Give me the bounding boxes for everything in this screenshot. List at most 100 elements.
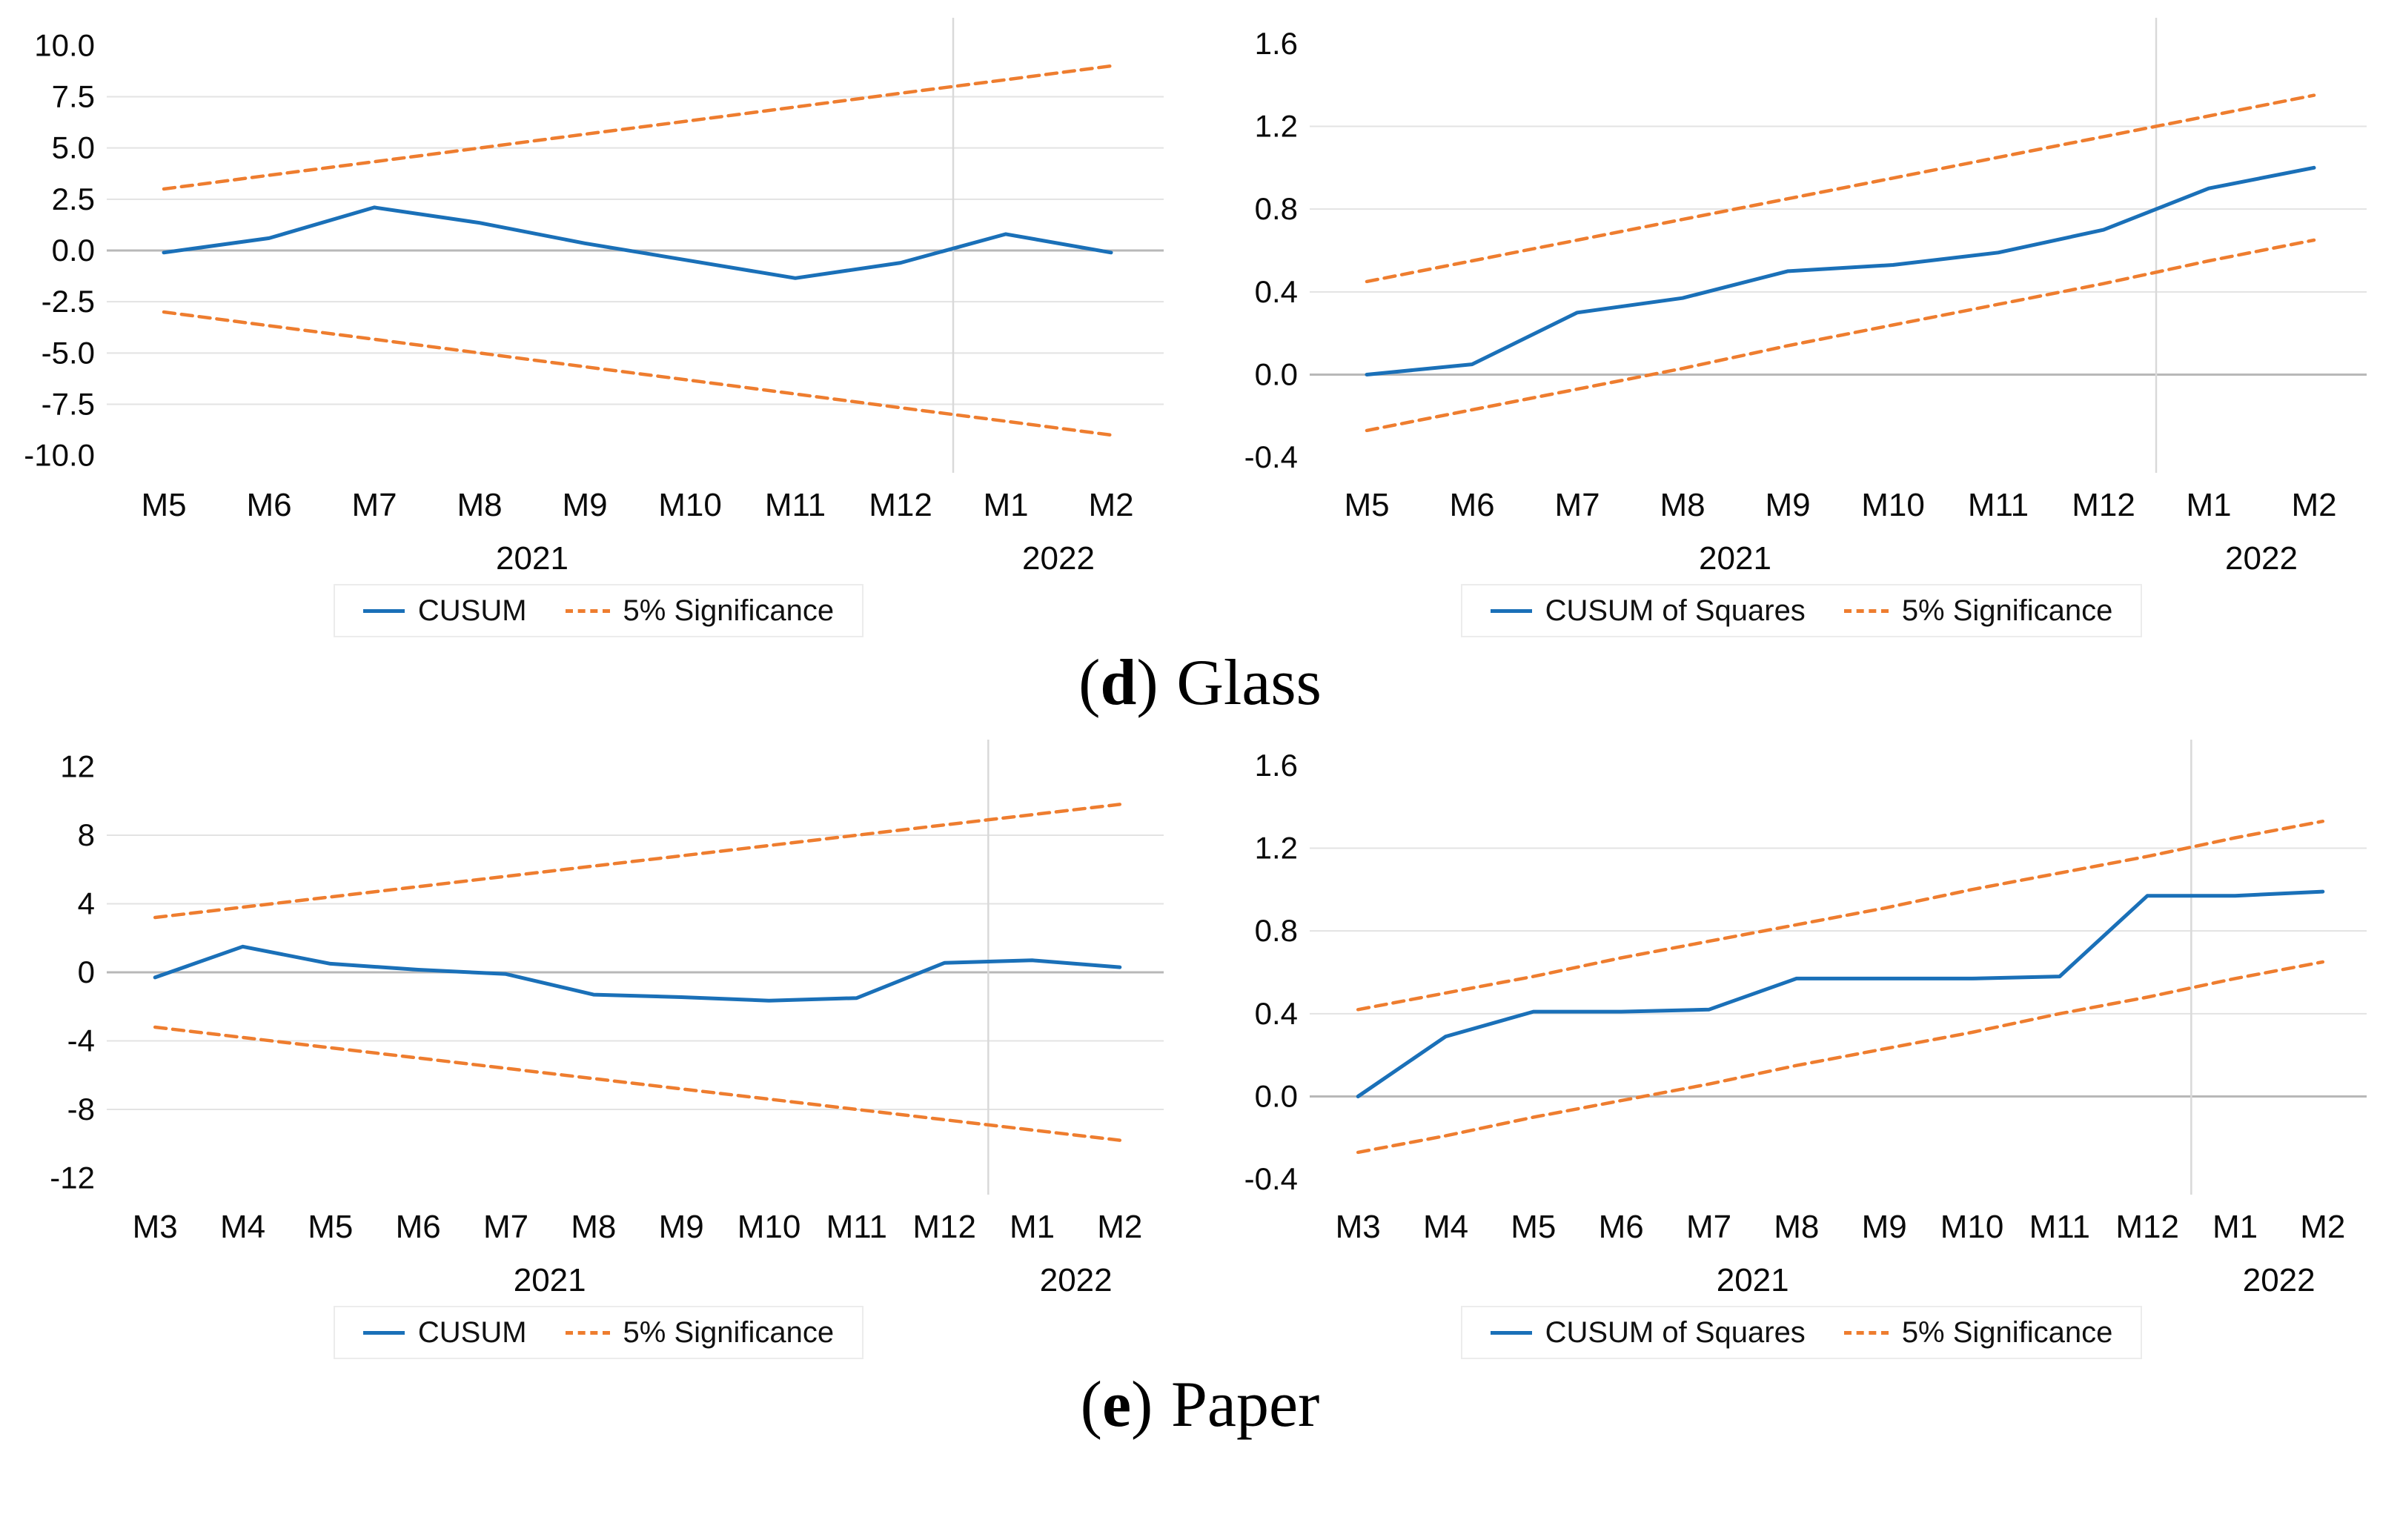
- x-tick-label: M10: [1940, 1209, 2003, 1245]
- y-tick-label: 8: [77, 817, 94, 852]
- legend-item-5-significance: 5% Significance: [1843, 1316, 2113, 1350]
- x-tick-label: M5: [308, 1209, 353, 1245]
- y-tick-label: -10.0: [24, 438, 95, 473]
- legend-label: 5% Significance: [623, 594, 835, 627]
- x-tick-label: M9: [1765, 487, 1810, 523]
- x-tick-label: M10: [1861, 487, 1925, 523]
- x-tick-label: M2: [2300, 1209, 2345, 1245]
- solid-line-swatch-icon: [362, 1330, 405, 1335]
- charts-row-glass: 10.0 7.5 5.0 2.5 0.0 -2.5 -5.0 -7.5 -10.0 M5 M6 M7 M…: [7, 9, 2393, 637]
- legend-item-cusum-of-squares: CUSUM of Squares: [1490, 594, 1806, 627]
- x-tick-label: M9: [1861, 1209, 1906, 1245]
- year-label: 2021: [496, 540, 568, 577]
- year-label: 2021: [1699, 540, 1771, 577]
- solid-line-swatch-icon: [1490, 608, 1532, 613]
- legend-label: 5% Significance: [1901, 1316, 2113, 1350]
- caption-d-glass: (d) Glass: [0, 637, 2400, 731]
- x-tick-label: M6: [395, 1209, 440, 1245]
- x-tick-label: M7: [483, 1209, 528, 1245]
- y-tick-label: 0.8: [1254, 191, 1297, 226]
- y-tick-label: 7.5: [51, 79, 94, 114]
- paper-cusum-legend: CUSUM 5% Significance: [333, 1306, 864, 1360]
- year-label: 2021: [1716, 1262, 1789, 1298]
- x-tick-label: M1: [2212, 1209, 2257, 1245]
- x-tick-label: M1: [2186, 487, 2231, 523]
- y-tick-label: 0.0: [51, 233, 94, 268]
- x-tick-label: M11: [1967, 487, 2028, 523]
- year-label: 2022: [1039, 1262, 1112, 1298]
- y-tick-label: 0.4: [1254, 274, 1297, 309]
- x-tick-label: M9: [562, 487, 607, 523]
- y-tick-label: -0.4: [1244, 1162, 1297, 1197]
- x-tick-label: M2: [1088, 487, 1133, 523]
- charts-row-paper: 12 8 4 0 -4 -8 -12 M3 M4 M5 M6 M7 M8 M9 M10 M11 M12 M1 M2 2…: [7, 731, 2393, 1360]
- x-tick-label: M7: [351, 487, 397, 523]
- chart-paper-cusum: 12 8 4 0 -4 -8 -12 M3 M4 M5 M6 M7 M8 M9 M10 M11 M12 M1 M2 2…: [7, 731, 1190, 1360]
- legend-item-cusum: CUSUM: [362, 594, 527, 627]
- x-tick-label: M11: [2029, 1209, 2089, 1245]
- x-tick-label: M12: [869, 487, 932, 523]
- chart-glass-cusum: 10.0 7.5 5.0 2.5 0.0 -2.5 -5.0 -7.5 -10.0 M5 M6 M7 M…: [7, 9, 1190, 637]
- 5-significance-lower-bound-line: [162, 310, 1113, 437]
- glass-cusum-of-squares-legend: CUSUM of Squares 5% Significance: [1460, 584, 2143, 637]
- x-tick-label: M3: [1335, 1209, 1380, 1245]
- x-tick-label: M1: [1009, 1209, 1054, 1245]
- legend-item-5-significance: 5% Significance: [565, 594, 835, 627]
- 5-significance-upper-bound-line: [162, 64, 1113, 191]
- 5-significance-lower-bound-line: [1356, 960, 2324, 1155]
- x-tick-label: M12: [912, 1209, 976, 1245]
- y-tick-label: 1.6: [1254, 26, 1297, 61]
- y-tick-label: -5.0: [41, 335, 94, 370]
- x-tick-label: M4: [1422, 1209, 1468, 1245]
- y-tick-label: 1.2: [1254, 108, 1297, 143]
- y-tick-label: 2.5: [51, 182, 94, 216]
- year-label: 2022: [1022, 540, 1095, 577]
- cusum-main-line: [162, 205, 1113, 280]
- legend-label: CUSUM of Squares: [1545, 594, 1806, 627]
- legend-item-5-significance: 5% Significance: [1843, 596, 2112, 625]
- legend-label: CUSUM: [417, 594, 527, 627]
- x-tick-label: M4: [219, 1209, 265, 1245]
- x-tick-label: M9: [658, 1209, 703, 1245]
- glass-cusum-legend: CUSUM 5% Significance: [333, 584, 864, 637]
- x-tick-label: M7: [1554, 487, 1600, 523]
- x-tick-label: M6: [1449, 487, 1494, 523]
- x-tick-label: M1: [983, 487, 1028, 523]
- x-tick-label: M6: [246, 487, 291, 523]
- y-tick-label: 0.8: [1254, 914, 1297, 949]
- caption-paren-open: (: [1078, 647, 1101, 719]
- year-label: 2021: [513, 1262, 586, 1298]
- y-tick-label: 0.0: [1254, 1079, 1297, 1114]
- x-tick-label: M5: [1511, 1209, 1556, 1245]
- x-tick-label: M10: [737, 1209, 800, 1245]
- solid-line-swatch-icon: [362, 608, 405, 613]
- x-tick-label: M2: [2291, 487, 2336, 523]
- caption-letter: e: [1101, 1369, 1132, 1441]
- dashed-line-swatch-icon: [1843, 608, 1889, 613]
- paper-cusum-chart-canvas: 12 8 4 0 -4 -8 -12 M3 M4 M5 M6 M7 M8 M9 M10 M11 M12 M1 M2 2…: [50, 740, 1164, 1298]
- y-tick-label: 1.2: [1254, 831, 1297, 866]
- x-tick-label: M8: [457, 487, 502, 523]
- x-tick-label: M12: [2072, 487, 2135, 523]
- legend-item-cusum: CUSUM: [362, 1316, 527, 1350]
- solid-line-swatch-icon: [1490, 1330, 1532, 1335]
- y-tick-label: -2.5: [41, 284, 94, 319]
- legend-label: 5% Significance: [623, 1316, 835, 1350]
- cusum-of-squares-main-line: [1356, 889, 2324, 1099]
- dashed-line-swatch-icon: [565, 1330, 610, 1335]
- x-tick-label: M11: [826, 1209, 886, 1245]
- paper-cusum-of-squares-legend: CUSUM of Squares 5% Significance: [1460, 1306, 2143, 1360]
- y-tick-label: 12: [60, 749, 95, 784]
- x-tick-label: M8: [1660, 487, 1705, 523]
- x-tick-label: M8: [1774, 1209, 1819, 1245]
- legend-label: CUSUM: [417, 1316, 527, 1350]
- 5-significance-upper-bound-line: [1365, 93, 2316, 284]
- y-tick-label: -0.4: [1244, 439, 1297, 474]
- x-tick-label: M8: [571, 1209, 616, 1245]
- year-label: 2022: [2225, 540, 2298, 577]
- x-tick-label: M12: [2115, 1209, 2179, 1245]
- y-tick-label: 5.0: [51, 130, 94, 165]
- y-tick-label: -8: [67, 1092, 94, 1126]
- y-tick-label: 4: [77, 886, 94, 921]
